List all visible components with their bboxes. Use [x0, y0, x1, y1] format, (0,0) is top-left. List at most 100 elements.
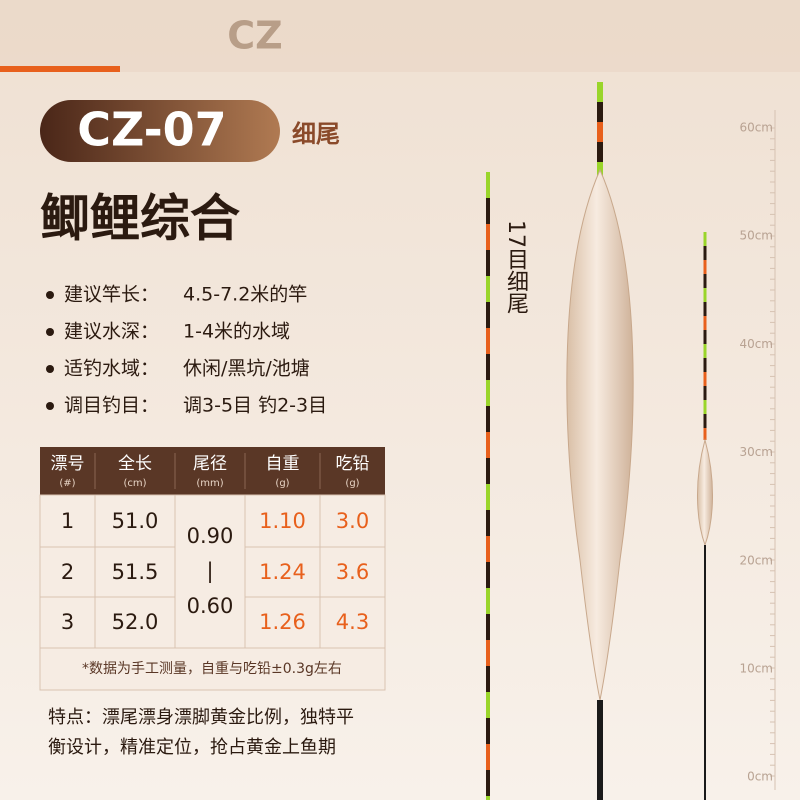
tip-segment	[703, 330, 707, 344]
header-name: 尾径	[193, 454, 227, 474]
ruler-label: 40cm	[739, 337, 773, 351]
tip-segment	[486, 692, 490, 718]
tip-segment	[486, 276, 490, 302]
tip-segment	[486, 250, 490, 276]
spec-value: 1-4米的水域	[183, 321, 290, 343]
tip-segment	[486, 406, 490, 432]
tip-segment	[597, 122, 603, 142]
ruler-label: 60cm	[739, 121, 773, 135]
tip-segment	[703, 386, 707, 400]
title: 鲫鲤综合	[40, 190, 240, 248]
tail-diameter: 0.90	[187, 524, 234, 548]
tip-segment	[486, 458, 490, 484]
tip-segment	[486, 484, 490, 510]
tip-segment	[486, 354, 490, 380]
spec-label: 调目钓目：	[64, 395, 159, 417]
subtitle: 细尾	[292, 120, 340, 148]
tail-diameter: |	[206, 559, 213, 584]
tip-segment	[597, 102, 603, 122]
header-unit: (g)	[275, 478, 289, 489]
tip-segment	[703, 274, 707, 288]
cell: 1.24	[259, 560, 306, 584]
float-label: 17目细尾	[503, 220, 529, 314]
tip-segment	[486, 796, 490, 800]
bullet	[46, 365, 54, 373]
tip-segment	[486, 224, 490, 250]
model-pill	[40, 100, 280, 162]
header-name: 吃铅	[336, 454, 370, 474]
table-note: *数据为手工测量，自重与吃铅±0.3g左右	[82, 661, 342, 677]
cell: 3.0	[336, 509, 369, 533]
tip-segment	[486, 510, 490, 536]
tip-segment	[703, 358, 707, 372]
tip-segment	[597, 82, 603, 102]
model: CZ-07	[77, 103, 226, 157]
tip-segment	[486, 718, 490, 744]
tip-segment	[486, 562, 490, 588]
cell: 1.26	[259, 610, 306, 634]
ruler-label: 30cm	[739, 445, 773, 459]
spec-label: 建议水深：	[64, 321, 159, 343]
tip-segment	[703, 400, 707, 414]
tail-diameter: 0.60	[187, 594, 234, 618]
cell: 4.3	[336, 610, 369, 634]
cell: 3.6	[336, 560, 369, 584]
tip-segment	[703, 344, 707, 358]
tip-segment	[703, 288, 707, 302]
spec-label: 适钓水域：	[64, 358, 159, 380]
tip-segment	[703, 414, 707, 428]
tip-segment	[486, 614, 490, 640]
header-name: 全长	[118, 454, 152, 474]
cell: 1.10	[259, 509, 306, 533]
bullet	[46, 291, 54, 299]
accent-bar	[0, 66, 120, 72]
spec-value: 休闲/黑坑/池塘	[183, 358, 310, 380]
tip-segment	[703, 316, 707, 330]
tip-segment	[486, 432, 490, 458]
header-unit: (g)	[345, 478, 359, 489]
tip-segment	[486, 536, 490, 562]
cell: 51.0	[112, 509, 159, 533]
spec-table: 漂号 (#) 全长 (cm) 尾径 (mm) 自重 (g) 吃铅 (g) 1 51.0 1.10 3.0 2…	[39, 447, 386, 691]
tip-segment	[486, 198, 490, 224]
logo: CZ	[227, 14, 282, 58]
tip-segment	[486, 302, 490, 328]
bullet	[46, 328, 54, 336]
ruler-label: 0cm	[747, 770, 773, 784]
table-body-bg	[39, 494, 386, 691]
tip-segment	[486, 640, 490, 666]
cell: 3	[61, 610, 74, 634]
header-unit: (cm)	[123, 478, 146, 489]
spec-value: 4.5-7.2米的竿	[183, 284, 307, 306]
header-unit: (#)	[59, 478, 75, 489]
float-stem	[597, 700, 603, 800]
spec-value: 调3-5目 钓2-3目	[183, 395, 327, 417]
ruler: 60cm 50cm 40cm 30cm 20cm 10cm 0cm	[739, 110, 776, 790]
tip-segment	[703, 372, 707, 386]
cell: 51.5	[112, 560, 159, 584]
tip-segment	[486, 328, 490, 354]
tip-segment	[703, 232, 707, 246]
tip-segment	[486, 770, 490, 796]
tip-segment	[703, 302, 707, 316]
feature-line: 衡设计，精准定位，抢占黄金上鱼期	[48, 737, 336, 758]
tip-segment	[703, 260, 707, 274]
tip-segment	[703, 428, 707, 440]
tip-segment	[486, 588, 490, 614]
cell: 2	[61, 560, 74, 584]
feature-line: 特点：漂尾漂身漂脚黄金比例，独特平	[48, 707, 354, 728]
tip-segment	[597, 142, 603, 162]
cell: 52.0	[112, 610, 159, 634]
table-header-bg	[40, 447, 385, 495]
spec-label: 建议竿长：	[64, 284, 159, 306]
top-band	[0, 0, 800, 72]
tip-segment	[486, 172, 490, 198]
header-unit: (mm)	[196, 478, 223, 489]
float-illustration	[486, 82, 714, 800]
header-name: 漂号	[51, 454, 85, 474]
ruler-label: 10cm	[739, 662, 773, 676]
header-name: 自重	[266, 454, 300, 474]
